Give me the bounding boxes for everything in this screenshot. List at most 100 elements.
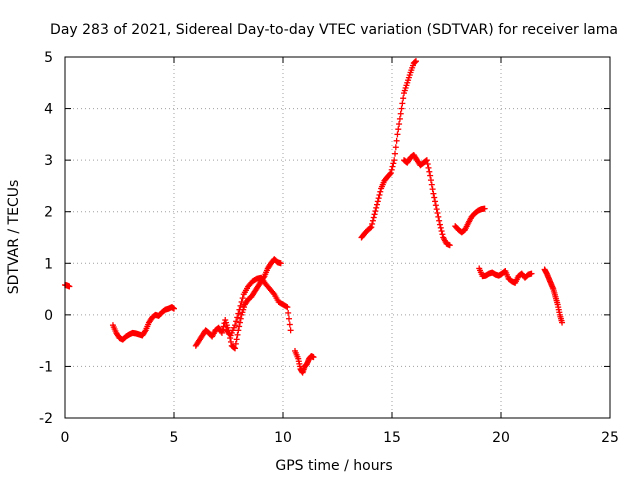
plot-frame <box>64 56 611 419</box>
y-tick-labels: -2 -1 0 1 2 3 4 5 <box>39 50 53 427</box>
data-point <box>66 283 73 290</box>
data-point <box>424 161 431 168</box>
data-point <box>270 289 277 296</box>
x-tick-label: 5 <box>170 430 179 446</box>
x-tick-label: 10 <box>274 430 292 446</box>
grid-lines <box>65 57 610 418</box>
y-tick-label: 3 <box>44 153 53 169</box>
data-point <box>396 115 403 122</box>
data-point <box>446 242 453 249</box>
data-point <box>284 304 291 311</box>
data-point <box>373 204 380 211</box>
data-point <box>310 354 317 361</box>
y-tick-label: 1 <box>44 256 53 272</box>
data-point <box>431 194 438 201</box>
data-point <box>237 315 244 322</box>
data-point <box>239 295 246 302</box>
data-point <box>287 327 294 334</box>
x-axis-label: GPS time / hours <box>275 458 392 474</box>
data-point <box>388 166 395 173</box>
data-point <box>285 315 292 322</box>
data-point <box>141 328 148 335</box>
y-axis-label: SDTVAR / TECUs <box>6 180 22 295</box>
data-point <box>433 206 440 213</box>
data-point <box>377 188 384 195</box>
data-point <box>439 231 446 238</box>
data-point <box>396 121 403 128</box>
data-point <box>437 224 444 231</box>
data-point <box>392 144 399 151</box>
data-point <box>559 319 566 326</box>
data-point <box>369 217 376 224</box>
data-point <box>432 202 439 209</box>
data-point <box>376 191 383 198</box>
data-point <box>370 214 377 221</box>
data-point <box>436 217 443 224</box>
data-point <box>375 195 382 202</box>
data-point <box>432 198 439 205</box>
data-point <box>438 228 445 235</box>
data-point <box>286 321 293 328</box>
data-point <box>426 168 433 175</box>
data-point <box>220 323 227 330</box>
data-point <box>371 211 378 218</box>
data-point <box>391 157 398 164</box>
data-point <box>277 260 284 267</box>
data-point <box>434 210 441 217</box>
y-tick-label: 2 <box>44 205 53 221</box>
data-point <box>397 110 404 117</box>
data-point <box>238 298 245 305</box>
data-point <box>394 131 401 138</box>
data-point <box>481 205 488 212</box>
data-point <box>399 100 406 107</box>
data-point <box>393 137 400 144</box>
data-point <box>528 270 535 277</box>
data-point <box>369 220 376 227</box>
data-point <box>430 190 437 197</box>
x-tick-label: 25 <box>601 430 619 446</box>
data-point <box>374 201 381 208</box>
y-tick-label: -1 <box>39 359 53 375</box>
data-point <box>398 105 405 112</box>
data-point <box>391 150 398 157</box>
data-point <box>400 95 407 102</box>
chart-title: Day 283 of 2021, Sidereal Day-to-day VTE… <box>50 22 618 38</box>
data-point <box>235 310 242 317</box>
data-point <box>234 314 241 321</box>
data-point <box>233 336 240 343</box>
data-point <box>390 160 397 167</box>
data-point <box>232 322 239 329</box>
data-point <box>232 345 239 352</box>
y-tick-label: -2 <box>39 411 53 427</box>
data-point <box>285 309 292 316</box>
data-point <box>235 327 242 334</box>
data-point <box>236 319 243 326</box>
data-point <box>372 208 379 215</box>
y-tick-label: 5 <box>44 50 53 66</box>
data-point <box>412 58 419 65</box>
data-point <box>425 164 432 171</box>
data-point <box>387 170 394 177</box>
data-point <box>427 172 434 179</box>
x-tick-label: 20 <box>492 430 510 446</box>
x-tick-labels: 0 5 10 15 20 25 <box>61 430 619 446</box>
data-point <box>387 170 394 177</box>
data-point <box>236 306 243 313</box>
data-point <box>395 126 402 133</box>
data-point <box>368 224 375 231</box>
axis-ticks <box>64 56 611 419</box>
data-point <box>171 305 177 312</box>
data-point <box>233 318 240 325</box>
data-point <box>374 198 381 205</box>
data-point <box>232 340 239 347</box>
x-tick-label: 15 <box>383 430 401 446</box>
y-tick-label: 4 <box>44 102 53 118</box>
y-tick-label: 0 <box>44 308 53 324</box>
data-point <box>237 302 244 309</box>
data-point <box>218 329 225 336</box>
data-point <box>435 213 442 220</box>
x-tick-label: 0 <box>61 430 70 446</box>
data-point <box>389 163 396 170</box>
data-point <box>234 331 241 338</box>
